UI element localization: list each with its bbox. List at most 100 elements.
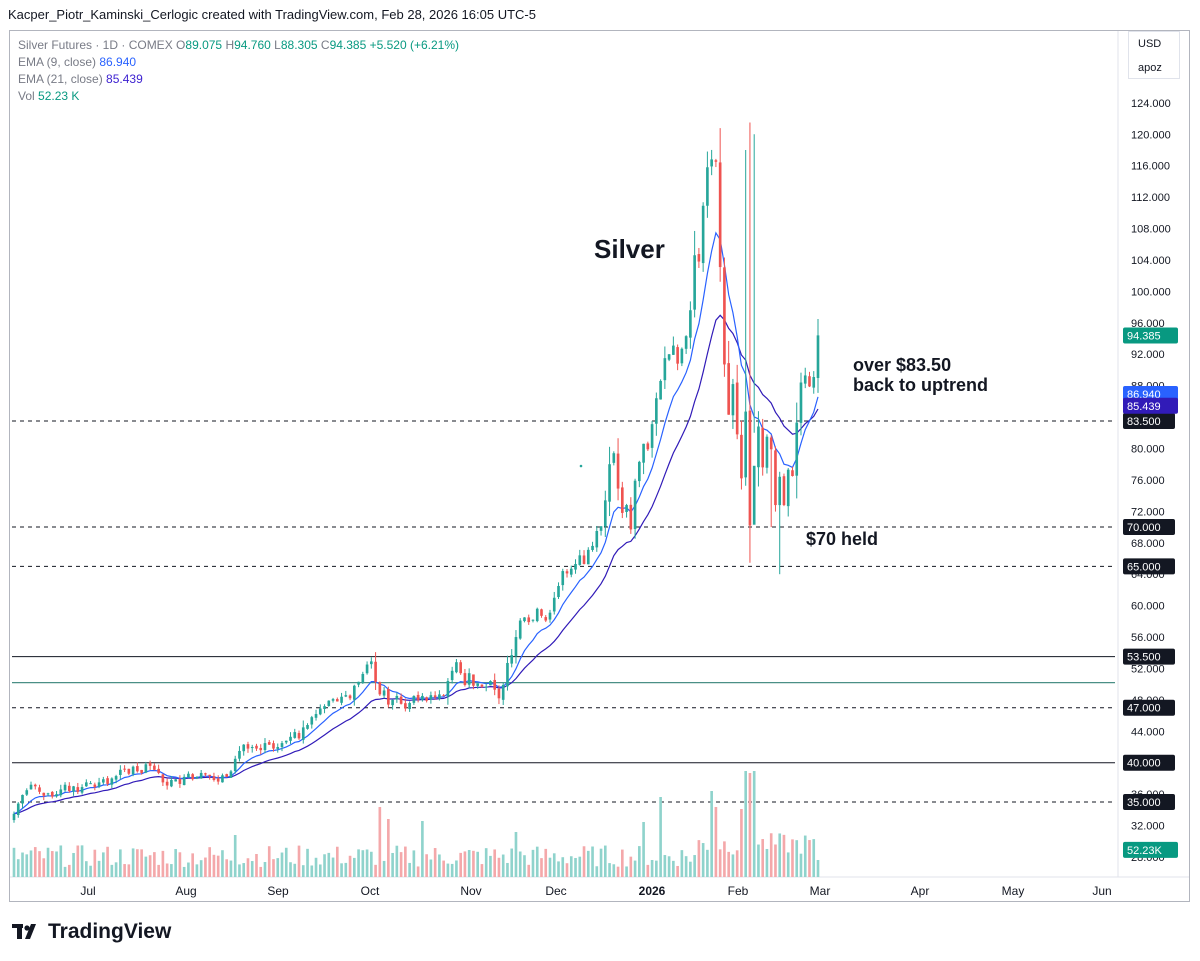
volume-bar <box>510 848 514 877</box>
x-tick-label: 2026 <box>639 884 666 898</box>
volume-bar <box>21 852 24 877</box>
volume-bar <box>433 848 437 877</box>
candle-body <box>50 791 54 797</box>
volume-bar <box>501 854 505 877</box>
volume-bar <box>80 845 84 877</box>
price-level-tag <box>1123 519 1175 536</box>
volume-bar <box>174 849 177 877</box>
scale-mode-toggle[interactable]: apoz <box>1138 62 1162 74</box>
candle-body <box>425 697 428 701</box>
volume-bar <box>365 849 369 877</box>
candle-body <box>480 684 484 687</box>
volume-bar <box>557 861 560 877</box>
volume-bar <box>799 853 803 877</box>
volume-bar <box>595 866 599 877</box>
legend-ema9-value: 86.940 <box>99 55 137 69</box>
volume-bar <box>267 846 271 877</box>
candle-body <box>323 706 326 710</box>
legend-close: 94.385 <box>329 38 367 52</box>
volume-bar <box>144 856 148 877</box>
candle-body <box>314 714 318 718</box>
volume-bar <box>399 852 403 877</box>
volume-bar <box>744 771 748 877</box>
chart-panel[interactable]: 28.00032.00036.00040.00044.00048.00052.0… <box>9 30 1190 902</box>
candle-body <box>527 617 531 623</box>
candle-body <box>387 688 390 705</box>
volume-bar <box>599 848 603 877</box>
candle-body <box>259 747 263 751</box>
volume-bar <box>718 849 722 877</box>
candle-body <box>352 685 356 700</box>
candle-body <box>191 774 194 780</box>
legend-open-label: O <box>176 38 186 52</box>
volume-bar <box>710 791 713 877</box>
currency-selector[interactable]: USD <box>1138 38 1162 50</box>
volume-bar <box>616 866 620 877</box>
candle-body <box>233 758 237 772</box>
volume-bar <box>706 849 709 877</box>
candle-body <box>778 476 782 506</box>
candle-body <box>786 469 790 507</box>
candle-body <box>361 673 365 683</box>
candle-body <box>161 774 165 783</box>
ema9-line <box>13 231 819 815</box>
candle-body <box>476 683 480 686</box>
drawing-dot <box>579 464 583 468</box>
volume-bar <box>684 856 688 877</box>
candle-body <box>540 609 543 616</box>
volume-bar <box>552 853 556 877</box>
candle-body <box>493 679 497 690</box>
price-tag <box>1123 841 1178 858</box>
volume-bar <box>450 863 454 877</box>
candle-body <box>29 784 33 790</box>
candle-body <box>701 205 705 264</box>
volume-bar <box>659 797 662 877</box>
candle-body <box>38 787 41 792</box>
candle-body <box>680 348 684 364</box>
volume-bar <box>816 860 820 877</box>
scale-settings[interactable]: USD apoz <box>1128 31 1180 79</box>
candle-body <box>165 781 169 786</box>
candle-body <box>318 708 322 715</box>
candle-body <box>561 571 565 586</box>
candle-body <box>582 555 586 564</box>
candle-body <box>697 254 701 262</box>
volume-bar <box>497 857 501 877</box>
candle-body <box>170 780 173 787</box>
y-tick-label: 120.000 <box>1131 129 1171 141</box>
volume-bar <box>535 846 539 877</box>
candle-body <box>348 695 352 699</box>
volume-bar <box>484 848 488 877</box>
volume-bar <box>472 850 475 877</box>
candle-body <box>246 744 250 749</box>
candle-body <box>331 699 335 701</box>
candle-body <box>250 747 254 749</box>
volume-bar <box>591 846 594 877</box>
candle-body <box>646 443 650 450</box>
volume-bar <box>318 864 322 877</box>
volume-bar <box>480 864 484 877</box>
candle-body <box>633 480 637 530</box>
volume-bar <box>250 861 254 877</box>
legend-high: 94.760 <box>234 38 271 52</box>
candle-body <box>72 786 75 792</box>
candle-body <box>812 377 816 388</box>
volume-bar <box>404 846 407 877</box>
volume-bar <box>761 839 765 877</box>
volume-bar <box>569 856 573 877</box>
volume-bar <box>731 854 735 877</box>
x-tick-label: May <box>1002 884 1025 898</box>
y-tick-label: 60.000 <box>1131 601 1165 613</box>
price-chart[interactable]: 28.00032.00036.00040.00044.00048.00052.0… <box>10 31 1190 902</box>
legend-vol-value: 52.23 K <box>38 89 80 103</box>
candle-body <box>557 585 560 598</box>
price-level-tag <box>1123 699 1175 716</box>
volume-bar <box>352 857 356 877</box>
candle-body <box>110 778 114 785</box>
candle-body <box>684 336 688 349</box>
price-tag-label: 94.385 <box>1127 331 1161 343</box>
y-tick-label: 44.000 <box>1131 726 1165 738</box>
y-tick-label: 80.000 <box>1131 444 1165 456</box>
volume-bar <box>646 864 650 877</box>
volume-bar <box>33 847 37 877</box>
